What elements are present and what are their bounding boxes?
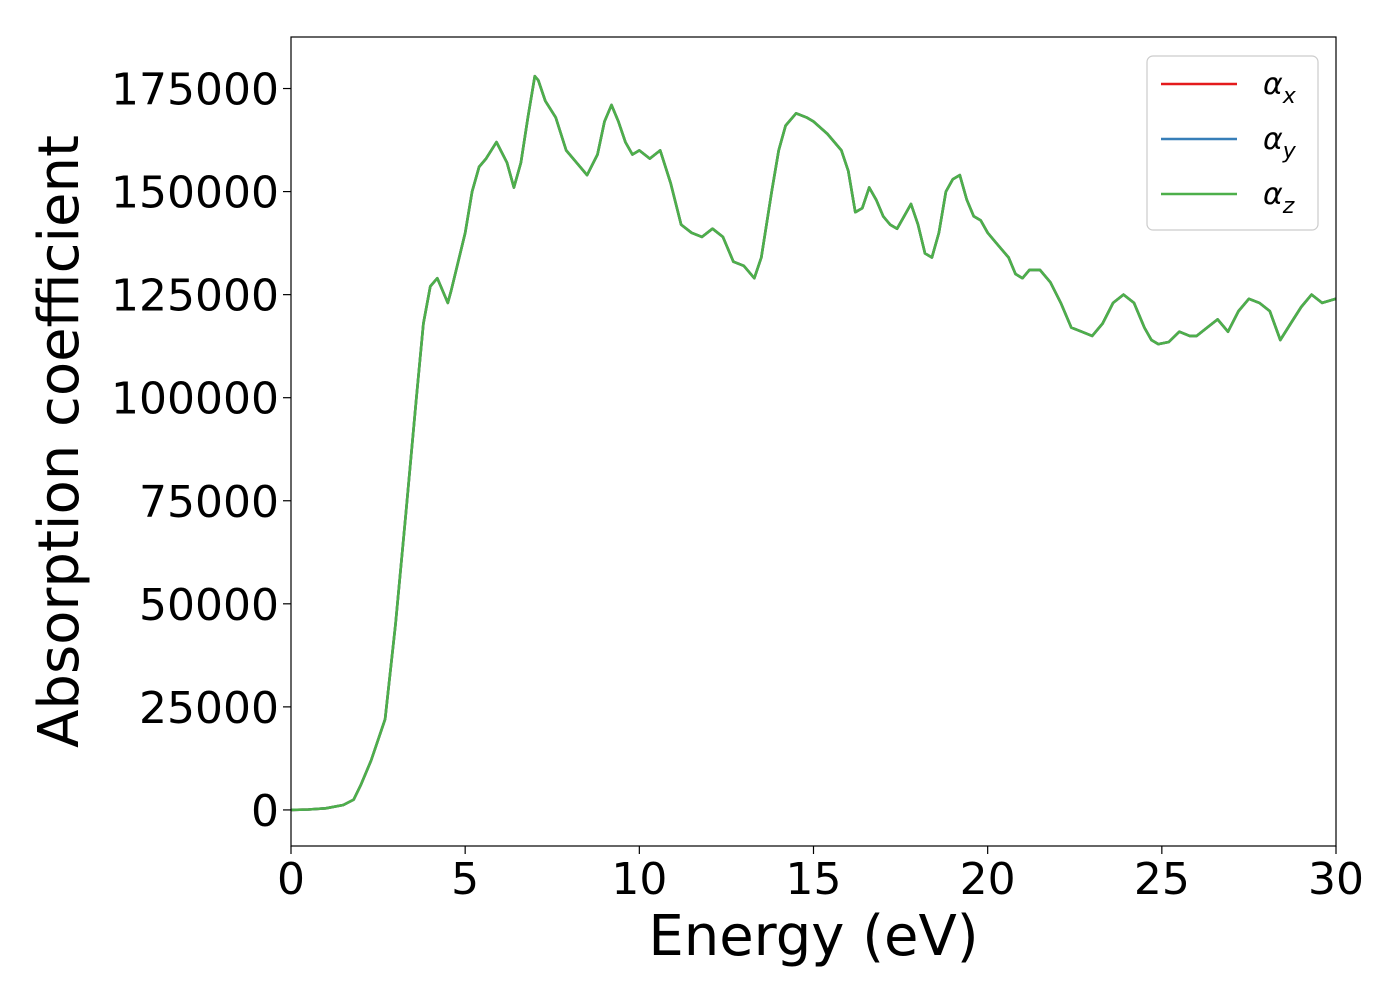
y-tick-label: 25000 — [139, 683, 279, 734]
series-group — [290, 74, 1337, 812]
y-tick-label: 100000 — [111, 374, 279, 425]
x-tick-label: 20 — [960, 854, 1016, 905]
x-axis-ticks: 0 5 10 15 20 25 30 — [277, 846, 1364, 905]
series-line-2 — [290, 74, 1337, 812]
x-tick-label: 0 — [277, 854, 305, 905]
x-tick-label: 10 — [611, 854, 667, 905]
y-tick-label: 0 — [251, 786, 279, 837]
y-tick-label: 150000 — [111, 168, 279, 219]
x-tick-label: 15 — [786, 854, 842, 905]
y-tick-label: 75000 — [139, 477, 279, 528]
y-tick-label: 50000 — [139, 580, 279, 631]
y-tick-label: 125000 — [111, 271, 279, 322]
x-tick-label: 30 — [1308, 854, 1364, 905]
legend-frame — [1146, 55, 1319, 231]
y-tick-label: 175000 — [111, 65, 279, 116]
x-tick-label: 25 — [1134, 854, 1190, 905]
plot-area — [290, 36, 1337, 847]
y-axis-ticks: 0 25000 50000 75000 100000 125000 150000 175000 — [111, 65, 291, 837]
y-axis-label: Absorption coefficient — [27, 135, 92, 748]
x-axis-label: Energy (eV) — [648, 904, 978, 969]
x-tick-label: 5 — [451, 854, 479, 905]
